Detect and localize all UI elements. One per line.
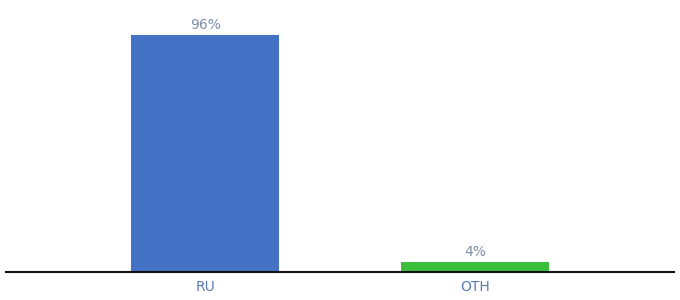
Text: 4%: 4% [464,245,486,259]
Text: 96%: 96% [190,18,220,32]
Bar [401,262,549,272]
Bar [131,35,279,272]
